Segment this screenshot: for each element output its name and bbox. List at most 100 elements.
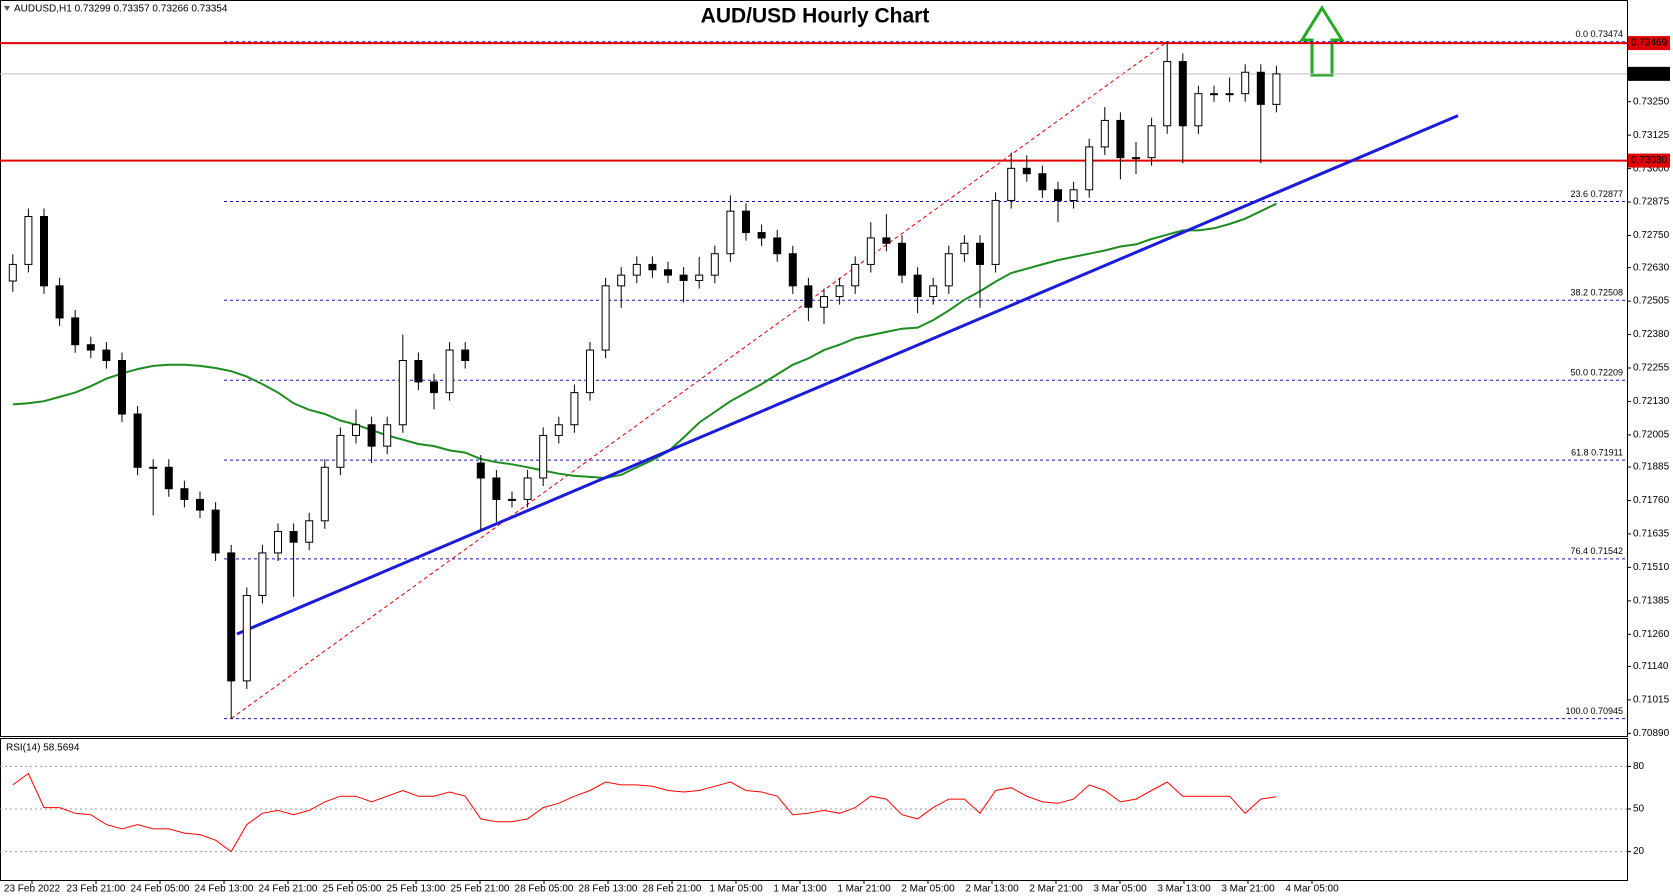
candle-body xyxy=(118,360,126,415)
candle-body xyxy=(1100,119,1109,148)
y-tick-label: 0.72505 xyxy=(1633,296,1670,307)
x-tick-label: 1 Mar 05:00 xyxy=(709,884,763,895)
level-box xyxy=(1628,66,1670,81)
level-box xyxy=(1628,36,1670,51)
candle-body xyxy=(773,237,782,255)
candle-body xyxy=(320,466,329,522)
candle-body xyxy=(570,392,579,426)
candle-body xyxy=(55,285,64,319)
x-tick-label: 24 Feb 21:00 xyxy=(259,884,318,895)
candle-body xyxy=(305,520,314,543)
y-tick-label: 0.71760 xyxy=(1633,495,1670,506)
y-tick-label: 0.72255 xyxy=(1633,363,1670,374)
candle-body xyxy=(679,274,688,281)
candle-body xyxy=(102,349,111,362)
y-tick-label: 0.72005 xyxy=(1633,430,1670,441)
candle-body xyxy=(913,274,922,298)
candle-body xyxy=(1194,93,1203,127)
candle-body xyxy=(430,381,438,394)
x-tick-label: 24 Feb 05:00 xyxy=(131,884,190,895)
candle-body xyxy=(149,466,158,469)
candle-body xyxy=(398,360,407,426)
level-label: 0.73469 xyxy=(1631,38,1668,49)
candle-body xyxy=(445,349,454,394)
candle-body xyxy=(804,285,813,308)
candle-body xyxy=(1163,61,1172,127)
up-arrow xyxy=(1299,5,1345,77)
candle-body xyxy=(976,242,984,265)
candle-body xyxy=(1178,61,1187,127)
candle-body xyxy=(648,263,657,271)
candle-body xyxy=(40,216,48,287)
y-tick-label: 0.73125 xyxy=(1633,130,1670,141)
candle-body xyxy=(1038,173,1047,191)
candle-body xyxy=(586,349,594,394)
y-tick-label: 0.71385 xyxy=(1633,595,1670,606)
candle-body xyxy=(508,498,516,501)
candle-body xyxy=(1022,167,1031,175)
candle-body xyxy=(820,296,828,308)
candle-body xyxy=(539,434,548,479)
candle-body xyxy=(289,531,298,543)
y-tick-label: 0.73250 xyxy=(1633,96,1670,107)
symbol-info: AUDUSD,H1 0.73299 0.73357 0.73266 0.7335… xyxy=(14,4,228,15)
y-tick-label: 0.71260 xyxy=(1633,629,1670,640)
candle-body xyxy=(726,210,735,255)
rsi-line xyxy=(12,772,1277,853)
x-tick-label: 28 Feb 21:00 xyxy=(643,884,702,895)
x-tick-label: 23 Feb 21:00 xyxy=(67,884,126,895)
fib-label: 76.4 0.71542 xyxy=(1570,546,1623,556)
candle-body xyxy=(211,509,220,554)
x-tick-label: 4 Mar 05:00 xyxy=(1285,884,1339,895)
candle-body xyxy=(695,274,704,281)
candle-body xyxy=(8,263,17,282)
y-tick-label: 0.71140 xyxy=(1633,661,1669,672)
rsi-tick-label: 50 xyxy=(1633,804,1645,815)
candle-body xyxy=(1116,119,1125,159)
x-tick-label: 3 Mar 13:00 xyxy=(1157,884,1211,895)
x-tick-label: 2 Mar 13:00 xyxy=(965,884,1019,895)
candle-body xyxy=(180,488,189,500)
rsi-label: RSI(14) 58.5694 xyxy=(6,743,80,754)
candle-body xyxy=(851,263,860,287)
candle-body xyxy=(1210,93,1218,96)
y-tick-label: 0.73000 xyxy=(1633,163,1670,174)
rsi-tick-label: 80 xyxy=(1633,761,1645,772)
candle-body xyxy=(632,263,641,276)
y-tick-label: 0.72750 xyxy=(1633,230,1670,241)
candle-body xyxy=(1054,189,1062,201)
y-tick-label: 0.70890 xyxy=(1633,728,1670,739)
candle-body xyxy=(274,531,282,554)
candle-body xyxy=(86,344,95,351)
x-tick-label: 25 Feb 05:00 xyxy=(323,884,382,895)
candle-body xyxy=(383,424,392,447)
rsi-tick-label: 20 xyxy=(1633,846,1645,857)
x-tick-label: 25 Feb 21:00 xyxy=(451,884,510,895)
candle-body xyxy=(242,594,251,682)
candle-body xyxy=(960,242,969,255)
y-tick-label: 0.72130 xyxy=(1633,396,1670,407)
candle-body xyxy=(1147,125,1156,159)
candle-body xyxy=(710,253,719,276)
fib-label: 50.0 0.72209 xyxy=(1570,368,1623,378)
candle-body xyxy=(414,360,423,383)
candle-body xyxy=(258,552,267,596)
candle-body xyxy=(1007,167,1016,201)
y-tick-label: 0.71635 xyxy=(1633,529,1670,540)
y-tick-label: 0.71510 xyxy=(1633,562,1670,573)
candle-body xyxy=(1272,73,1281,105)
x-tick-label: 28 Feb 05:00 xyxy=(515,884,574,895)
candle-body xyxy=(196,498,204,511)
x-tick-label: 24 Feb 13:00 xyxy=(195,884,254,895)
x-tick-label: 3 Mar 05:00 xyxy=(1093,884,1147,895)
candle-body xyxy=(133,413,142,468)
level-label: 0.73030 xyxy=(1631,155,1668,166)
x-tick-label: 1 Mar 21:00 xyxy=(837,884,891,895)
fib-label: 38.2 0.72508 xyxy=(1570,288,1623,298)
symbol-icon xyxy=(4,6,10,11)
candle-body xyxy=(523,477,532,500)
moving-average xyxy=(12,202,1277,480)
candle-body xyxy=(1241,71,1250,95)
